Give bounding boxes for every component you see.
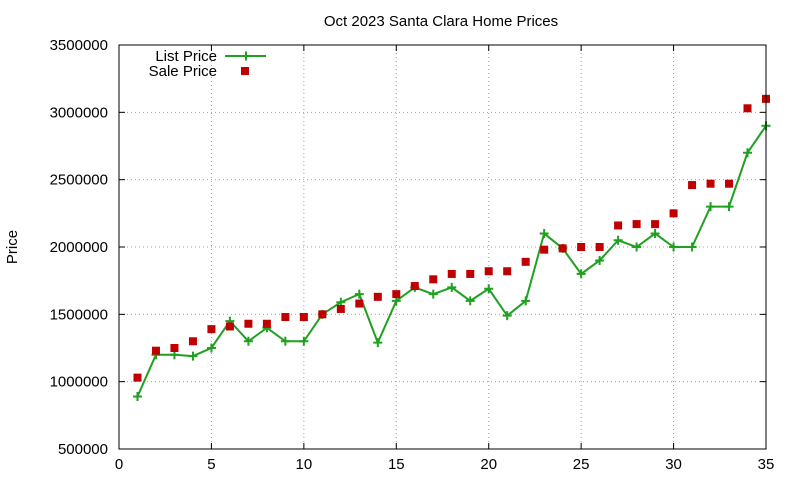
x-tick-label: 5	[207, 456, 215, 473]
data-point-sale-price	[355, 299, 364, 308]
data-point-list-price	[447, 282, 457, 292]
data-point-sale-price	[521, 257, 530, 266]
grid	[119, 45, 766, 449]
data-point-list-price	[613, 235, 623, 245]
y-tick-label: 1500000	[50, 306, 108, 323]
data-point-list-price	[373, 338, 383, 348]
data-point-list-price	[354, 289, 364, 299]
data-point-sale-price	[429, 275, 438, 284]
data-point-list-price	[521, 296, 531, 306]
y-axis-label: Price	[4, 230, 21, 264]
series-sale-price	[133, 94, 770, 382]
data-point-sale-price	[373, 292, 382, 301]
data-point-sale-price	[207, 325, 216, 334]
data-point-list-price	[632, 242, 642, 252]
data-point-sale-price	[225, 322, 234, 331]
data-point-list-price	[299, 336, 309, 346]
y-tick-label: 1000000	[50, 374, 108, 391]
y-tick-labels: 500000 1000000 1500000 2000000 2500000 300000…	[50, 37, 108, 458]
data-point-sale-price	[540, 245, 549, 254]
data-point-sale-price	[281, 313, 290, 322]
data-point-list-price	[428, 289, 438, 299]
x-tick-label: 15	[388, 456, 405, 473]
data-point-sale-price	[188, 337, 197, 346]
data-point-sale-price	[558, 244, 567, 253]
chart-title: Oct 2023 Santa Clara Home Prices	[324, 13, 558, 30]
y-tick-label: 3000000	[50, 104, 108, 121]
data-point-sale-price	[484, 267, 493, 276]
data-point-sale-price	[743, 104, 752, 113]
data-point-sale-price	[688, 181, 697, 190]
x-tick-label: 0	[115, 456, 123, 473]
y-tick-label: 500000	[58, 441, 108, 458]
data-point-list-price	[243, 336, 253, 346]
axis-ticks	[118, 44, 767, 450]
data-point-list-price	[502, 311, 512, 321]
y-tick-label: 2000000	[50, 239, 108, 256]
data-point-list-price	[687, 242, 697, 252]
data-point-sale-price	[669, 209, 678, 218]
x-tick-label: 20	[480, 456, 497, 473]
data-point-list-price	[132, 391, 142, 401]
y-tick-label: 3500000	[50, 37, 108, 54]
data-point-list-price	[539, 229, 549, 239]
data-point-sale-price	[725, 179, 734, 188]
data-point-sale-price	[466, 269, 475, 278]
x-tick-label: 25	[573, 456, 590, 473]
data-point-list-price	[484, 284, 494, 294]
legend: List Price Sale Price	[149, 48, 266, 80]
plot-area	[132, 94, 771, 401]
legend-marker-sale-price	[241, 67, 249, 75]
data-point-sale-price	[706, 179, 715, 188]
plot-frame	[118, 44, 767, 450]
data-point-list-price	[280, 336, 290, 346]
data-point-list-price	[576, 269, 586, 279]
data-point-sale-price	[410, 282, 419, 291]
data-point-list-price	[669, 242, 679, 252]
data-point-sale-price	[151, 346, 160, 355]
x-tick-labels: 0 5 10 15 20 25 30 35	[115, 456, 775, 473]
data-point-sale-price	[503, 267, 512, 276]
data-point-sale-price	[170, 344, 179, 352]
series-list-price	[132, 121, 771, 401]
data-point-sale-price	[244, 319, 253, 328]
data-point-sale-price	[299, 313, 308, 322]
data-point-list-price	[743, 148, 753, 158]
data-point-sale-price	[447, 269, 456, 278]
data-point-sale-price	[392, 290, 401, 299]
x-tick-label: 10	[296, 456, 313, 473]
data-point-list-price	[724, 202, 734, 212]
y-tick-label: 2500000	[50, 172, 108, 189]
series-line-list-price	[136, 125, 767, 397]
data-point-list-price	[465, 296, 475, 306]
data-point-sale-price	[133, 373, 142, 382]
data-point-list-price	[188, 351, 198, 361]
legend-marker-list-price	[241, 51, 251, 61]
data-point-sale-price	[577, 243, 586, 251]
x-tick-label: 35	[758, 456, 775, 473]
data-point-sale-price	[318, 310, 327, 319]
data-point-list-price	[706, 202, 716, 212]
data-point-sale-price	[632, 220, 641, 229]
data-point-sale-price	[595, 243, 604, 251]
data-point-sale-price	[262, 319, 271, 328]
legend-label-list-price: List Price	[155, 48, 217, 65]
data-point-list-price	[650, 229, 660, 239]
data-point-sale-price	[336, 304, 345, 313]
data-point-list-price	[206, 343, 216, 353]
data-point-sale-price	[651, 220, 660, 229]
legend-label-sale-price: Sale Price	[149, 63, 217, 80]
data-point-sale-price	[614, 221, 623, 230]
x-tick-label: 30	[665, 456, 682, 473]
data-point-list-price	[595, 255, 605, 265]
